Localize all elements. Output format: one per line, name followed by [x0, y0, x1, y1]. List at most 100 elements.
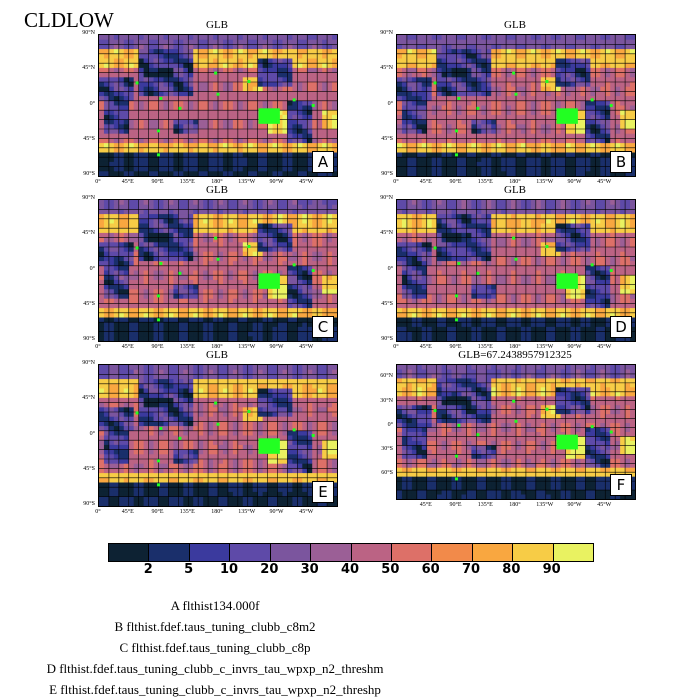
- panel-title: GLB: [504, 19, 526, 31]
- lon-tick-label: 180°: [211, 344, 223, 350]
- lat-tick-label: 45°N: [380, 65, 393, 72]
- panel-title: GLB: [504, 184, 526, 196]
- lon-tick-label: 180°: [211, 179, 223, 185]
- legend-entry: B flthist.fdef.taus_tuning_clubb_c8m2: [114, 619, 316, 634]
- lon-tick-label: 0°: [95, 509, 101, 515]
- lat-tick-label: 0°: [387, 100, 393, 107]
- panel-letter: C: [312, 316, 334, 338]
- lon-tick-label: 135°W: [238, 509, 256, 515]
- lat-tick-label: 60°N: [380, 373, 393, 380]
- colorbar-label: 60: [421, 562, 440, 577]
- lat-tick-label: 0°: [89, 100, 95, 107]
- lon-tick-label: 135°W: [238, 344, 256, 350]
- lon-tick-label: 135°W: [536, 179, 554, 185]
- lat-tick-label: 45°S: [381, 300, 393, 307]
- lon-tick-label: 45°E: [419, 502, 432, 508]
- lon-tick-label: 90°W: [567, 502, 582, 508]
- lat-tick-label: 45°S: [381, 135, 393, 142]
- cloud-map: E: [98, 364, 338, 507]
- lat-tick-label: 90°N: [380, 30, 393, 36]
- colorbar-label: 20: [260, 562, 279, 577]
- panel-letter: F: [610, 474, 632, 496]
- colorbar-swatch: [149, 544, 190, 561]
- legend-entry: C flthist.fdef.taus_tuning_clubb_c8p: [119, 640, 311, 655]
- cloud-map: D: [396, 199, 636, 342]
- colorbar-label: 50: [381, 562, 400, 577]
- panel-letter: B: [610, 151, 632, 173]
- colorbar-label: 70: [461, 562, 481, 577]
- lon-tick-label: 135°W: [238, 179, 256, 185]
- cloud-map: A: [98, 34, 338, 177]
- colorbar-swatch: [189, 544, 231, 561]
- legend-entry: D flthist.fdef.taus_tuning_clubb_c_invrs…: [46, 661, 384, 676]
- panel-title: GLB: [206, 19, 228, 31]
- lon-tick-label: 0°: [393, 344, 399, 350]
- lat-tick-label: 60°S: [381, 469, 393, 476]
- colorbar-swatch: [432, 544, 473, 561]
- lon-tick-label: 45°W: [299, 344, 314, 350]
- lat-tick-label: 90°N: [380, 195, 393, 201]
- lon-tick-label: 0°: [95, 179, 101, 185]
- lon-tick-label: 180°: [211, 509, 223, 515]
- lon-tick-label: 90°W: [269, 344, 284, 350]
- lon-tick-label: 45°E: [121, 179, 134, 185]
- cloud-map: F: [396, 364, 636, 500]
- colorbar-swatch: [351, 544, 392, 561]
- lon-tick-label: 45°W: [597, 179, 612, 185]
- lon-tick-label: 45°W: [299, 509, 314, 515]
- lon-tick-label: 135°E: [179, 179, 195, 185]
- lat-tick-label: 90°N: [82, 195, 95, 201]
- lat-tick-label: 0°: [387, 421, 393, 428]
- lon-tick-label: 90°E: [151, 179, 164, 185]
- lon-tick-label: 90°W: [567, 344, 582, 350]
- colorbar: [108, 543, 594, 562]
- lat-tick-label: 45°N: [380, 230, 393, 237]
- lat-tick-label: 90°S: [83, 501, 95, 507]
- colorbar-label: 40: [340, 562, 360, 577]
- colorbar-label: 90: [542, 562, 561, 577]
- lon-tick-label: 180°: [509, 502, 521, 508]
- lat-tick-label: 45°N: [82, 65, 95, 72]
- colorbar-label: 80: [502, 562, 521, 577]
- colorbar-swatch: [109, 544, 150, 561]
- lat-tick-label: 90°S: [381, 336, 393, 342]
- lon-tick-label: 45°W: [299, 179, 314, 185]
- cloud-map: B: [396, 34, 636, 177]
- lon-tick-label: 90°E: [449, 344, 462, 350]
- panel-letter: D: [610, 316, 632, 338]
- lon-tick-label: 135°E: [179, 509, 195, 515]
- lon-tick-label: 45°W: [597, 344, 612, 350]
- lon-tick-label: 45°E: [419, 179, 432, 185]
- lon-tick-label: 45°E: [121, 344, 134, 350]
- lon-tick-label: 45°W: [597, 502, 612, 508]
- lon-tick-label: 0°: [95, 344, 101, 350]
- panel-letter: E: [312, 481, 334, 503]
- lon-tick-label: 90°W: [269, 509, 284, 515]
- figure-title: CLDLOW: [24, 8, 114, 32]
- lon-tick-label: 135°E: [477, 502, 493, 508]
- colorbar-swatch: [513, 544, 554, 561]
- lon-tick-label: 90°E: [449, 502, 462, 508]
- lon-tick-label: 0°: [393, 179, 399, 185]
- lon-tick-label: 135°W: [536, 502, 554, 508]
- legend-entry: E flthist.fdef.taus_tuning_clubb_c_invrs…: [49, 682, 381, 697]
- lon-tick-label: 90°E: [151, 509, 164, 515]
- lat-tick-label: 0°: [89, 430, 95, 437]
- panel-letter: A: [312, 151, 334, 173]
- panel-title: GLB: [206, 184, 228, 196]
- lon-tick-label: 90°E: [449, 179, 462, 185]
- lat-tick-label: 90°N: [82, 360, 95, 366]
- colorbar-label: 10: [219, 562, 239, 577]
- colorbar-swatch: [391, 544, 433, 561]
- lat-tick-label: 45°N: [82, 230, 95, 237]
- lat-tick-label: 45°S: [83, 300, 95, 307]
- lat-tick-label: 0°: [89, 265, 95, 272]
- colorbar-swatch: [311, 544, 352, 561]
- lat-tick-label: 45°S: [83, 465, 95, 472]
- lon-tick-label: 45°E: [419, 344, 432, 350]
- colorbar-label: 30: [300, 562, 319, 577]
- lat-tick-label: 0°: [387, 265, 393, 272]
- lon-tick-label: 90°E: [151, 344, 164, 350]
- panel-title: GLB: [206, 349, 228, 361]
- colorbar-swatch: [230, 544, 271, 561]
